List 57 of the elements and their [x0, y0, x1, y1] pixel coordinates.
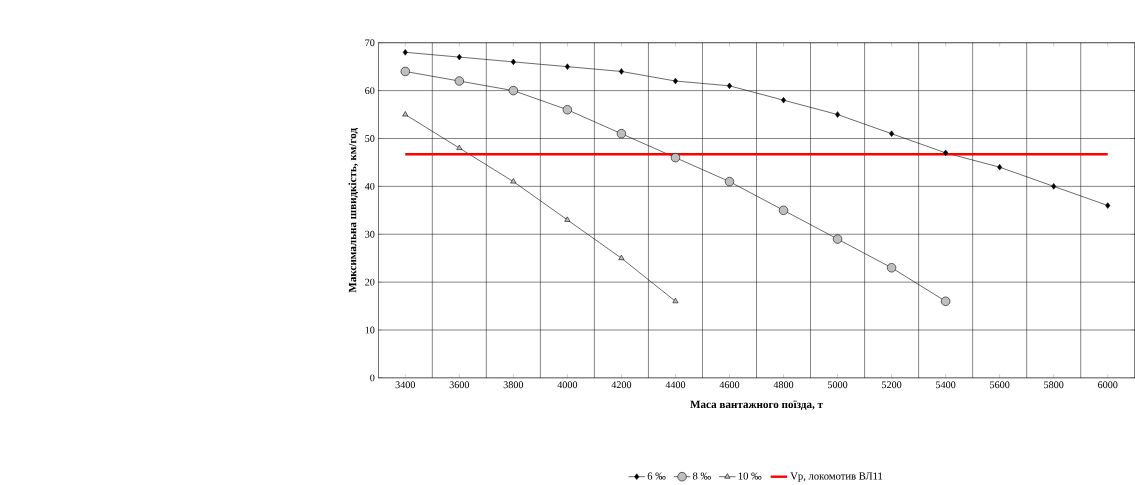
point [889, 130, 895, 137]
point [562, 105, 573, 115]
point [618, 68, 624, 75]
x-tick-label: 5200 [882, 381, 902, 389]
point [997, 164, 1003, 171]
point [618, 254, 625, 261]
point [616, 129, 627, 139]
x-tick-label: 3600 [449, 381, 470, 389]
x-tick-label: 5600 [990, 381, 1010, 389]
point [724, 177, 735, 187]
point [456, 54, 462, 61]
legend-label: Vр, локомотив ВЛ11 [790, 472, 883, 482]
x-tick-label: 5000 [828, 381, 848, 389]
point [672, 298, 679, 304]
y-tick-label: 40 [364, 183, 375, 190]
point [778, 205, 789, 216]
point [670, 153, 681, 163]
legend-label: 6 ‰ [647, 472, 666, 480]
point [402, 111, 409, 117]
point [454, 76, 464, 86]
point [835, 111, 841, 118]
point [456, 144, 463, 150]
point [400, 66, 410, 77]
x-axis-title: Маса вантажного поїзда, т [690, 400, 823, 410]
x-tick-label: 6000 [1098, 381, 1118, 389]
point [508, 86, 518, 96]
x-tick-label: 4200 [611, 381, 632, 389]
legend-label: 10 ‰ [738, 472, 762, 480]
point [886, 263, 897, 273]
x-tick-label: 4800 [773, 381, 794, 389]
y-tick-label: 20 [365, 278, 375, 286]
y-tick-label: 50 [365, 135, 375, 143]
x-tick-label: 3800 [503, 381, 524, 389]
point [941, 296, 951, 307]
x-tick-label: 3400 [395, 381, 416, 389]
x-tick-label: 5800 [1044, 381, 1064, 389]
y-tick-label: 30 [365, 230, 375, 238]
y-tick-label: 70 [365, 39, 375, 47]
legend-label: 8 ‰ [692, 472, 711, 480]
point [510, 58, 516, 66]
x-tick-label: 5400 [936, 381, 956, 389]
point [781, 97, 786, 104]
point [943, 149, 949, 157]
point [1105, 202, 1111, 209]
point [564, 63, 570, 70]
y-tick-label: 60 [365, 87, 375, 95]
point [1051, 183, 1057, 190]
x-tick-label: 4600 [719, 381, 740, 389]
point [510, 178, 517, 184]
point [564, 216, 571, 222]
y-tick-label: 0 [370, 374, 375, 382]
y-tick-label: 10 [365, 326, 375, 334]
point [832, 234, 843, 244]
x-tick-label: 4000 [557, 381, 578, 389]
point [402, 49, 408, 56]
y-axis-title: Максимальна швидкість, км/год [348, 128, 359, 293]
x-tick-label: 4400 [665, 381, 686, 389]
